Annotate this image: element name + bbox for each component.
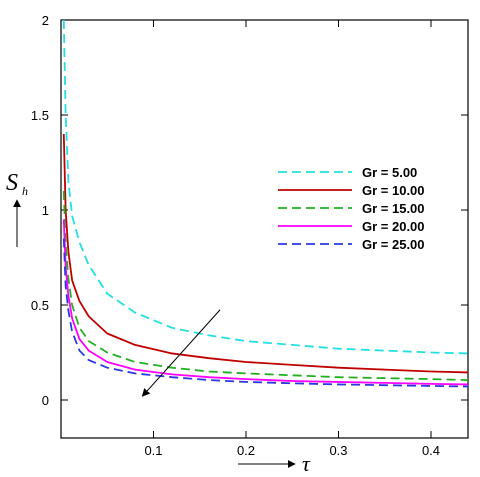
- series-line-1: [62, 20, 468, 355]
- y-tick-label: 2: [42, 13, 49, 28]
- series-lines: [62, 20, 468, 388]
- y-axis-label: S h: [6, 170, 28, 247]
- legend-entry: Gr = 25.00: [362, 237, 425, 252]
- x-tick-label: 0.2: [237, 443, 255, 458]
- series-line-5: [62, 238, 468, 388]
- x-tick-label: 0.1: [144, 443, 162, 458]
- y-tick-label: 1.5: [31, 108, 49, 123]
- y-tick-label: 0.5: [31, 298, 49, 313]
- trend-arrow: [141, 309, 221, 397]
- legend-entry: Gr = 10.00: [362, 183, 425, 198]
- series-line-3: [62, 190, 468, 381]
- legend-entry: Gr = 5.00: [362, 165, 417, 180]
- plot-frame: [60, 19, 469, 439]
- x-tick-label: 0.3: [329, 443, 347, 458]
- series-line-2: [62, 133, 468, 374]
- series-line-4: [62, 219, 468, 386]
- ylabel-text: S: [6, 170, 18, 196]
- xlabel-text: τ: [302, 451, 311, 476]
- x-tick-label: 0.4: [422, 443, 440, 458]
- legend-entry: Gr = 20.00: [362, 219, 425, 234]
- ylabel-subscript: h: [22, 184, 28, 198]
- legend-entry: Gr = 15.00: [362, 201, 425, 216]
- legend: Gr = 5.00 Gr = 10.00 Gr = 15.00 Gr = 20.00 G…: [278, 165, 425, 252]
- x-axis-ticks: 0.1 0.2 0.3 0.4: [144, 20, 440, 458]
- y-tick-label: 0: [42, 393, 49, 408]
- y-tick-label: 1: [42, 203, 49, 218]
- y-axis-ticks: 0 0.5 1 1.5 2: [31, 13, 468, 408]
- x-axis-label: τ: [238, 451, 311, 476]
